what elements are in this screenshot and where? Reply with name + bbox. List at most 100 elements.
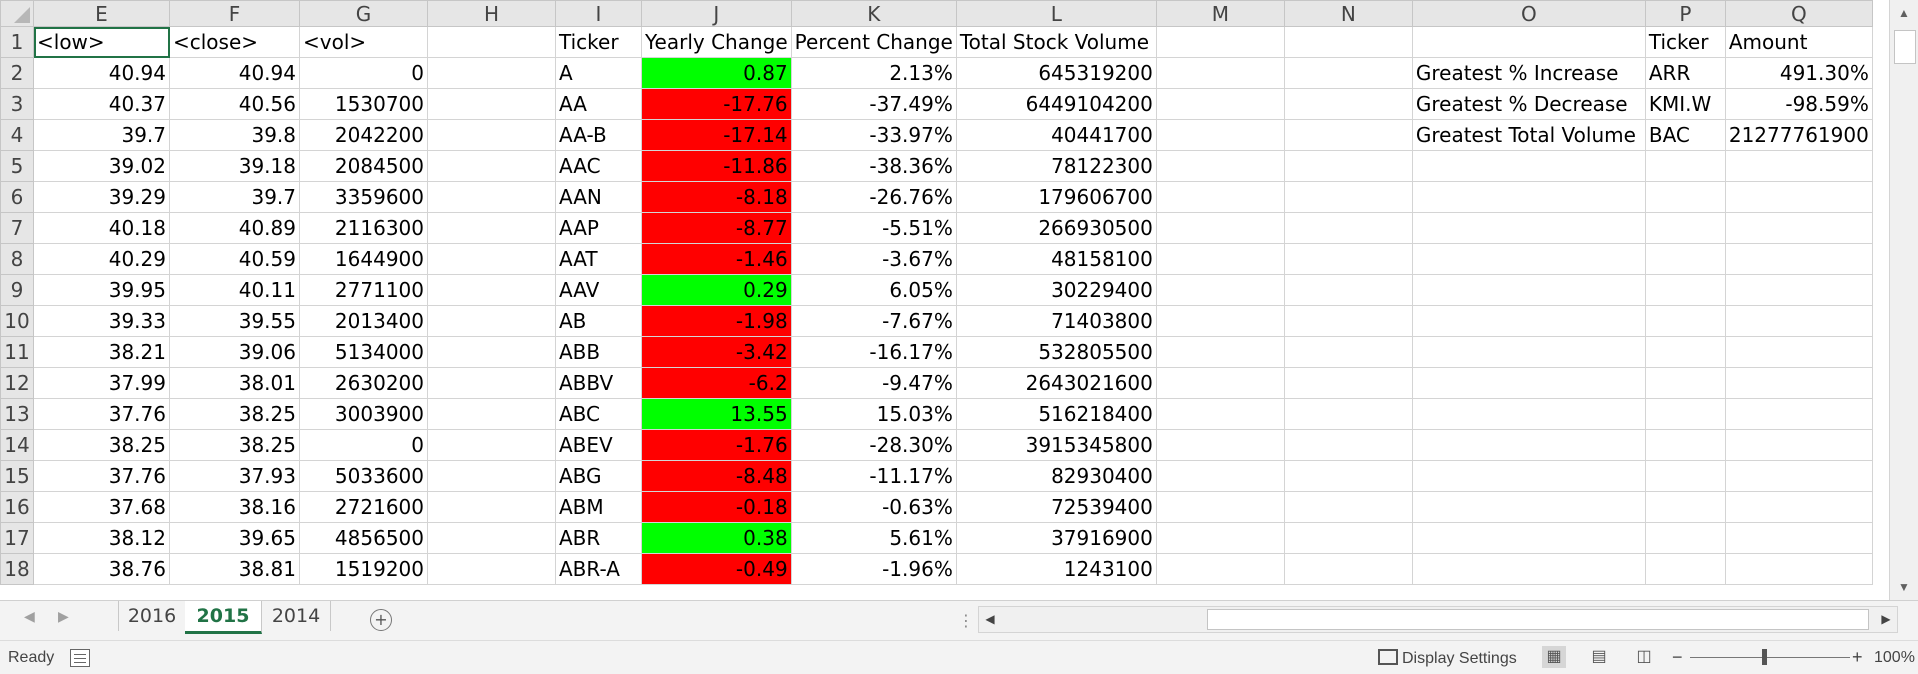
cell-F[interactable]: 39.06 <box>169 336 300 368</box>
cell-N[interactable] <box>1283 336 1413 368</box>
cell-F[interactable]: 40.89 <box>169 212 300 244</box>
cell-L[interactable]: 516218400 <box>955 398 1157 430</box>
column-header-N[interactable]: N <box>1283 0 1413 27</box>
cell-O[interactable] <box>1411 26 1646 58</box>
cell-J[interactable]: -6.2 <box>641 367 792 399</box>
cell-H[interactable] <box>427 553 556 585</box>
cell-Q[interactable] <box>1724 212 1873 244</box>
cell-G[interactable]: 2771100 <box>299 274 428 306</box>
cell-N[interactable] <box>1283 150 1413 182</box>
row-header[interactable]: 5 <box>0 150 34 182</box>
cell-O[interactable] <box>1411 522 1646 554</box>
column-header-O[interactable]: O <box>1411 0 1646 27</box>
cell-H[interactable] <box>427 429 556 461</box>
cell-O[interactable] <box>1411 367 1646 399</box>
tab-2015[interactable]: 2015 <box>185 601 262 634</box>
cell-L[interactable]: 30229400 <box>955 274 1157 306</box>
cell-L[interactable]: Total Stock Volume <box>955 26 1157 58</box>
cell-F[interactable]: 38.25 <box>169 429 300 461</box>
cell-I[interactable]: AAP <box>555 212 642 244</box>
cell-J[interactable]: 0.38 <box>641 522 792 554</box>
cell-L[interactable]: 37916900 <box>955 522 1157 554</box>
cell-H[interactable] <box>427 57 556 89</box>
cell-F[interactable]: 40.94 <box>169 57 300 89</box>
cell-I[interactable]: AAN <box>555 181 642 213</box>
cell-G[interactable]: 3359600 <box>299 181 428 213</box>
cell-I[interactable]: ABEV <box>555 429 642 461</box>
cell-N[interactable] <box>1283 522 1413 554</box>
cell-O[interactable] <box>1411 274 1646 306</box>
cell-O[interactable] <box>1411 460 1646 492</box>
cell-P[interactable] <box>1644 367 1726 399</box>
row-header[interactable]: 17 <box>0 522 34 554</box>
cell-Q[interactable]: Amount <box>1724 26 1873 58</box>
cell-N[interactable] <box>1283 367 1413 399</box>
cell-I[interactable]: AA-B <box>555 119 642 151</box>
cell-P[interactable] <box>1644 491 1726 523</box>
cell-J[interactable]: -8.18 <box>641 181 792 213</box>
cell-Q[interactable] <box>1724 150 1873 182</box>
cell-M[interactable] <box>1155 181 1285 213</box>
cell-P[interactable] <box>1644 522 1726 554</box>
cell-L[interactable]: 266930500 <box>955 212 1157 244</box>
cell-Q[interactable] <box>1724 336 1873 368</box>
cell-Q[interactable]: -98.59% <box>1724 88 1873 120</box>
cell-K[interactable]: 6.05% <box>790 274 957 306</box>
cell-H[interactable] <box>427 150 556 182</box>
cell-E[interactable]: <low> <box>33 26 170 58</box>
cell-L[interactable]: 645319200 <box>955 57 1157 89</box>
cell-P[interactable] <box>1644 150 1726 182</box>
cell-G[interactable]: 2084500 <box>299 150 428 182</box>
cell-N[interactable] <box>1283 398 1413 430</box>
vertical-scroll-thumb[interactable] <box>1894 30 1916 64</box>
cell-K[interactable]: -1.96% <box>790 553 957 585</box>
cell-E[interactable]: 38.12 <box>33 522 170 554</box>
cell-K[interactable]: -26.76% <box>790 181 957 213</box>
cell-P[interactable] <box>1644 460 1726 492</box>
cell-J[interactable]: -8.48 <box>641 460 792 492</box>
cell-J[interactable]: -1.98 <box>641 305 792 337</box>
cell-P[interactable] <box>1644 274 1726 306</box>
cell-N[interactable] <box>1283 243 1413 275</box>
cell-I[interactable]: ABG <box>555 460 642 492</box>
row-header[interactable]: 3 <box>0 88 34 120</box>
cell-K[interactable]: -28.30% <box>790 429 957 461</box>
cell-M[interactable] <box>1155 522 1285 554</box>
row-header[interactable]: 2 <box>0 57 34 89</box>
cell-F[interactable]: 39.65 <box>169 522 300 554</box>
cell-O[interactable] <box>1411 398 1646 430</box>
cell-K[interactable]: -5.51% <box>790 212 957 244</box>
cell-G[interactable]: 2721600 <box>299 491 428 523</box>
page-layout-icon[interactable]: ▤ <box>1591 648 1607 665</box>
zoom-slider[interactable] <box>1690 657 1850 658</box>
cell-O[interactable] <box>1411 553 1646 585</box>
cell-I[interactable]: Ticker <box>555 26 642 58</box>
cell-K[interactable]: -33.97% <box>790 119 957 151</box>
cell-Q[interactable] <box>1724 398 1873 430</box>
zoom-level[interactable]: 100% <box>1874 649 1915 666</box>
cell-K[interactable]: Percent Change <box>790 26 957 58</box>
column-header-J[interactable]: J <box>641 0 792 27</box>
cell-J[interactable]: Yearly Change <box>641 26 792 58</box>
column-header-K[interactable]: K <box>790 0 957 27</box>
row-header[interactable]: 16 <box>0 491 34 523</box>
cell-H[interactable] <box>427 26 556 58</box>
cell-O[interactable]: Greatest Total Volume <box>1411 119 1646 151</box>
cell-M[interactable] <box>1155 305 1285 337</box>
cell-Q[interactable] <box>1724 305 1873 337</box>
cell-M[interactable] <box>1155 243 1285 275</box>
cell-M[interactable] <box>1155 553 1285 585</box>
column-header-L[interactable]: L <box>955 0 1157 27</box>
cell-K[interactable]: -3.67% <box>790 243 957 275</box>
cell-I[interactable]: ABBV <box>555 367 642 399</box>
cell-E[interactable]: 37.76 <box>33 398 170 430</box>
cell-G[interactable]: 2116300 <box>299 212 428 244</box>
cell-M[interactable] <box>1155 88 1285 120</box>
cell-N[interactable] <box>1283 57 1413 89</box>
cell-Q[interactable] <box>1724 367 1873 399</box>
cell-M[interactable] <box>1155 57 1285 89</box>
horizontal-scroll-thumb[interactable] <box>1207 609 1869 630</box>
cell-O[interactable] <box>1411 212 1646 244</box>
row-header[interactable]: 7 <box>0 212 34 244</box>
cell-O[interactable] <box>1411 336 1646 368</box>
